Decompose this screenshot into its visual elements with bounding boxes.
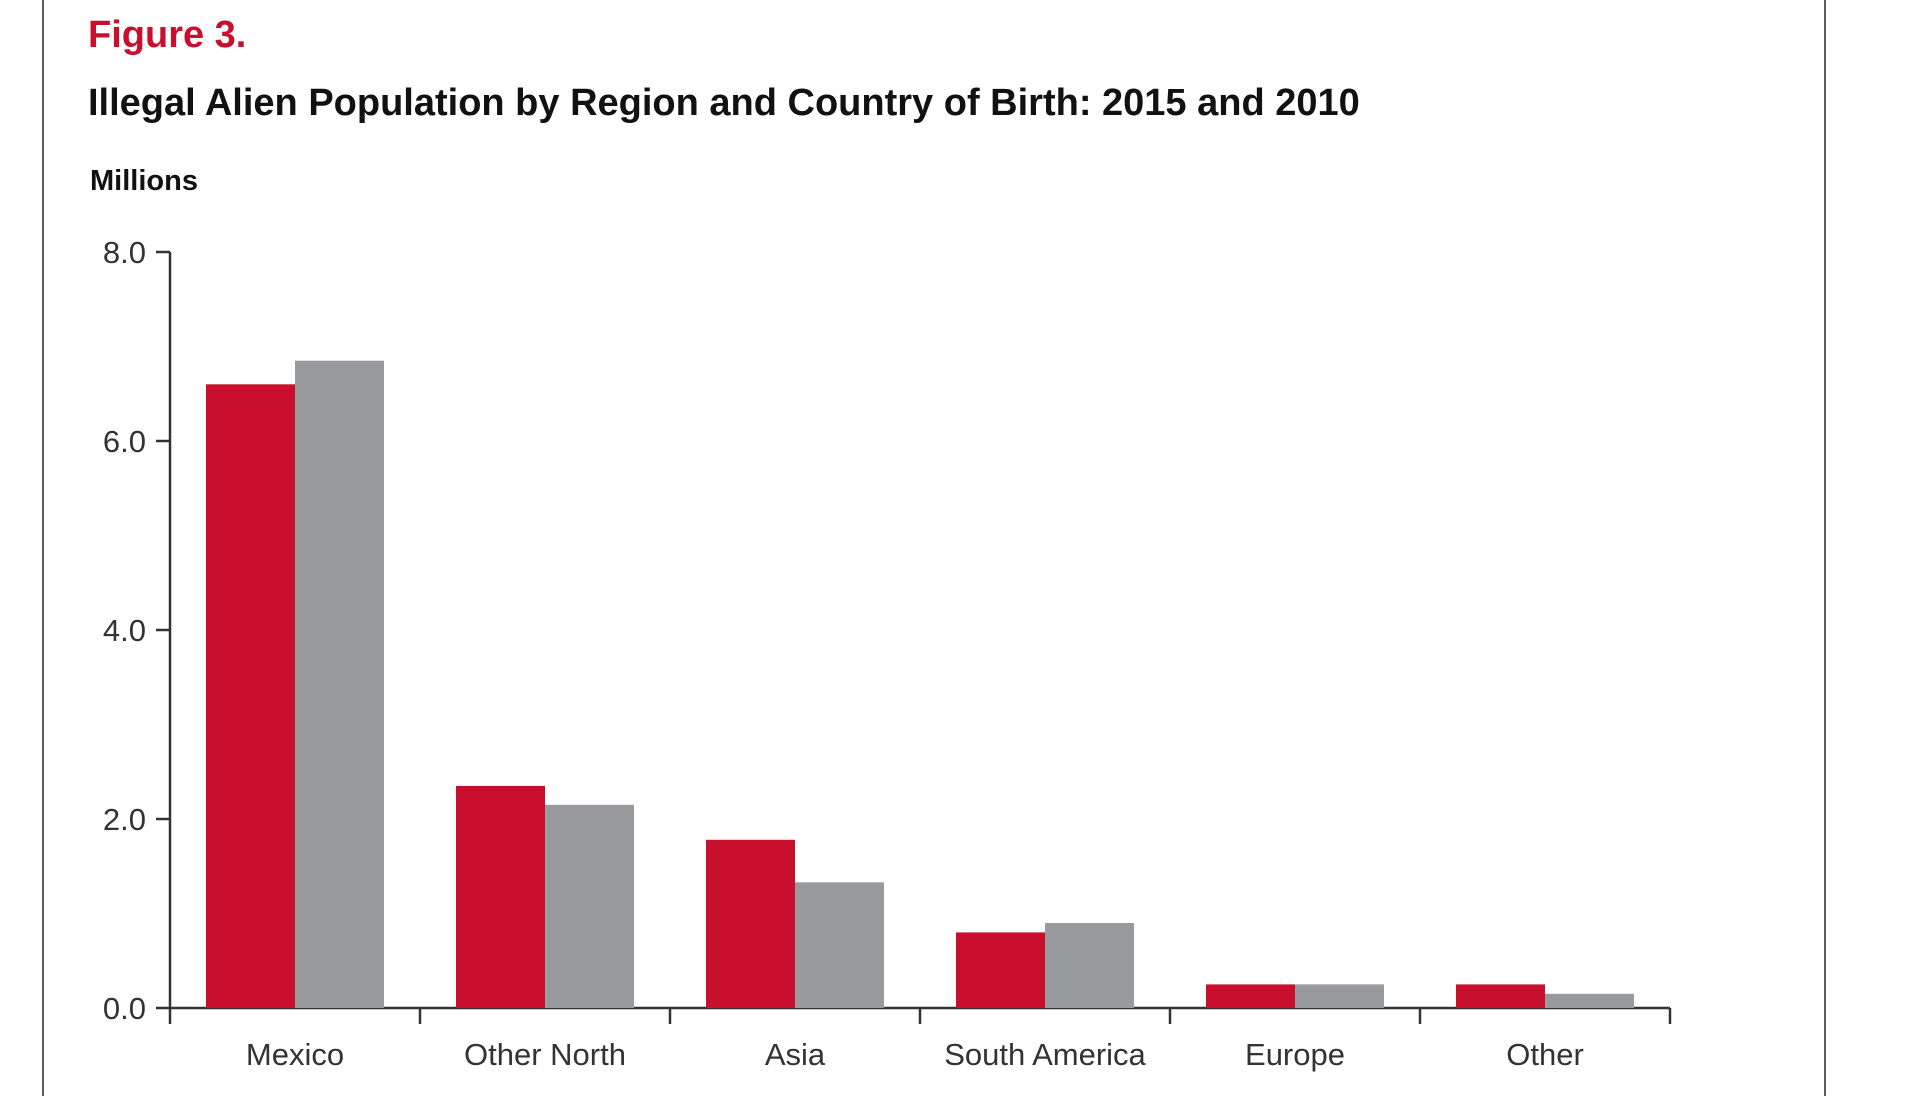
axis-labels: 0.0 2.0 4.0 6.0 8.0 Mexico Other North America A… [103,235,1584,1080]
bar-series1-asia [706,839,795,1008]
chart-title: Illegal Alien Population by Region and C… [88,82,1360,124]
bar-series1-mexico [206,384,295,1008]
x-category-label: Asia [765,1037,826,1072]
x-category-label: Other [1506,1037,1584,1072]
bar-series2-south-america [1045,922,1134,1008]
bar-series1-other [1456,984,1545,1008]
bar-series2-europe [1295,984,1384,1008]
x-category-label: Other North [464,1037,626,1072]
figure-frame [42,0,1826,1096]
x-category-label: Europe [1245,1037,1345,1072]
bar-series2-asia [795,882,884,1008]
bar-series2-mexico [295,360,384,1008]
bars [206,360,1634,1008]
bar-series1-other-north-america [456,785,545,1008]
y-tick-label: 0.0 [103,991,146,1026]
x-category-label: America [488,1075,602,1080]
axes [156,250,1672,1024]
y-tick-label: 2.0 [103,802,146,837]
y-tick-label: 4.0 [103,613,146,648]
figure-label: Figure 3. [88,14,247,56]
x-category-label: South America [944,1037,1146,1072]
bar-series2-other [1545,993,1634,1008]
bar-series1-europe [1206,984,1295,1008]
x-category-label: Mexico [246,1037,344,1072]
y-tick-label: 8.0 [103,235,146,270]
y-tick-label: 6.0 [103,424,146,459]
bar-series1-south-america [956,932,1045,1008]
y-axis-label: Millions [90,165,198,197]
bar-series2-other-north-america [545,804,634,1008]
